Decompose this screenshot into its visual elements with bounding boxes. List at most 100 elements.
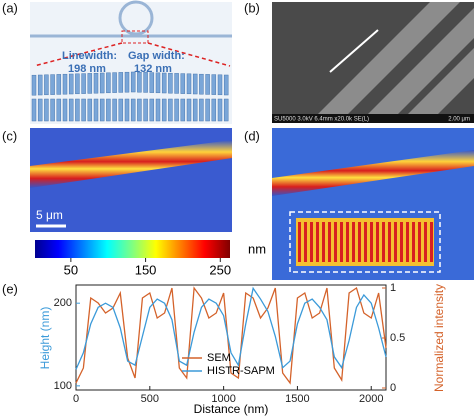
grating-bar <box>81 98 86 122</box>
inset-bar <box>394 222 397 262</box>
sem-info: SU5000 3.0kV 6.4mm x20.0k SE(L) <box>274 117 369 123</box>
scale-label: 5 μm <box>36 208 63 222</box>
inset-bar <box>316 222 319 262</box>
grating <box>31 71 229 122</box>
grating-bar <box>81 73 86 94</box>
grating-bar <box>180 98 186 122</box>
grating-bar <box>186 98 192 122</box>
colorbar <box>35 240 230 258</box>
grating-bar <box>75 73 80 95</box>
grating-bar <box>143 72 148 93</box>
grating-bar <box>99 98 105 122</box>
grating-bar <box>62 98 68 122</box>
grating-bar <box>130 98 136 122</box>
grating-bar <box>192 98 198 122</box>
inset-bar <box>358 222 361 262</box>
x-tick-label: 500 <box>141 393 159 405</box>
inset-bar <box>400 222 403 262</box>
x-tick-label: 0 <box>73 393 79 405</box>
colorbar-tick-label: 250 <box>209 262 231 277</box>
inset-bar <box>382 222 385 262</box>
inset-bar <box>322 222 325 262</box>
x-tick-label: 2000 <box>359 393 383 405</box>
grating-bar <box>62 73 68 95</box>
y2-tick-label: 0.5 <box>390 332 405 344</box>
grating-bar <box>174 73 179 94</box>
y-tick-label: 100 <box>54 380 72 392</box>
grating-bar <box>155 98 161 122</box>
sem-stripe <box>400 48 474 122</box>
y-tick-label: 200 <box>54 297 72 309</box>
grating-bar <box>50 74 55 95</box>
grating-bar <box>199 73 204 95</box>
grating-bar <box>217 74 223 96</box>
grating-map <box>30 140 232 188</box>
grating-map <box>272 150 474 196</box>
grating-bar <box>31 74 37 96</box>
zoom-box <box>121 30 149 44</box>
inset-bar <box>370 222 373 262</box>
grating-bar <box>37 98 43 122</box>
grating-bar <box>137 98 142 122</box>
grating-bar <box>37 74 43 96</box>
annotation: 132 nm <box>134 63 172 75</box>
sem-stripe <box>360 8 474 122</box>
legend-label: SEM <box>207 352 231 364</box>
grating-bar <box>93 98 99 122</box>
zoom-line <box>147 42 231 67</box>
sem-stripes <box>310 2 474 122</box>
inset-frame <box>289 211 441 273</box>
grating-bar <box>205 98 210 122</box>
grating-bar <box>199 98 204 122</box>
grating-bar <box>75 98 80 122</box>
y2-axis-label: Normalized intensity <box>432 284 446 392</box>
grating-bar <box>99 72 105 94</box>
colorbar-tick-label: 50 <box>64 262 78 277</box>
inset-bar <box>412 222 415 262</box>
grating-bar <box>211 74 217 95</box>
grating-bar <box>161 72 167 94</box>
y2-tick-label: 0 <box>390 382 396 394</box>
legend-label: HISTR-SAPM <box>207 365 275 377</box>
grating-bar <box>31 98 37 122</box>
x-tick-label: 1500 <box>285 393 309 405</box>
grating-bar <box>87 98 93 122</box>
grating-bar <box>161 98 167 122</box>
inset-bar <box>328 222 331 262</box>
panel-label: (c) <box>2 128 17 143</box>
grating-bar <box>68 98 74 122</box>
zoom-line <box>33 42 123 67</box>
ring <box>118 0 154 36</box>
colorbar-tick-label: 150 <box>135 262 157 277</box>
x-axis-label: Distance (nm) <box>194 402 269 416</box>
y2-tick-label: 1 <box>390 282 396 294</box>
grating-bar <box>143 98 148 122</box>
annotation: Gap width: <box>128 50 185 62</box>
annotation: 198 nm <box>68 63 106 75</box>
grating-bar <box>68 73 74 95</box>
sem-stripe <box>310 2 460 122</box>
x-tick-label: 1000 <box>211 393 235 405</box>
grating-bar <box>223 74 229 96</box>
grating-bar <box>106 98 111 122</box>
grating-bar <box>118 72 124 93</box>
grating-bar <box>106 72 111 94</box>
inset-bar <box>406 222 409 262</box>
inset-bar <box>418 222 421 262</box>
inset-bar <box>430 222 433 262</box>
inset-grating <box>298 222 433 262</box>
grating-bar <box>180 73 186 94</box>
inset-bar <box>346 222 349 262</box>
grating-bar <box>112 72 117 93</box>
inset-bar <box>352 222 355 262</box>
grating-bar <box>174 98 179 122</box>
grating-bar <box>137 71 142 93</box>
series-line <box>75 286 387 370</box>
grating-bar <box>130 71 136 93</box>
grating-bar <box>168 72 173 94</box>
series-line <box>75 286 387 385</box>
inset-bar <box>424 222 427 262</box>
panel-label: (e) <box>2 281 18 296</box>
grating-bar <box>44 98 49 122</box>
